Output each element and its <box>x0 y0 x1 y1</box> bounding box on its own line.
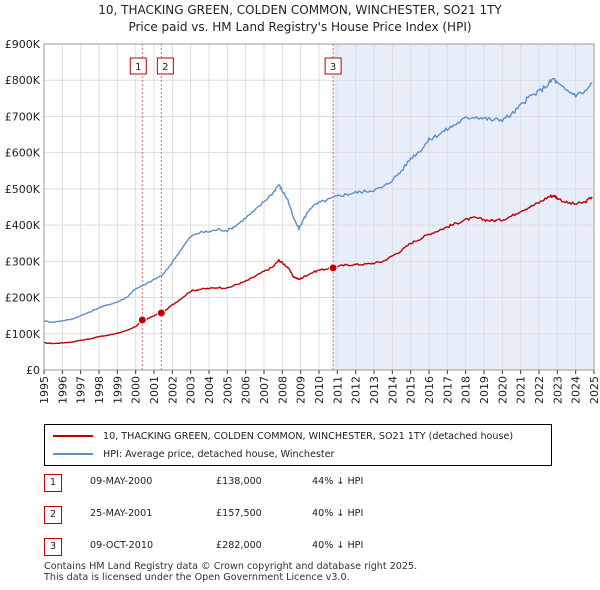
sale-number-badge: 1 <box>44 474 62 492</box>
x-tick-label: 2016 <box>423 376 436 404</box>
sale-box-label: 3 <box>330 62 336 73</box>
x-tick-label: 2020 <box>496 376 509 404</box>
sale-date: 25-MAY-2001 <box>90 508 153 519</box>
y-tick-label: £300K <box>5 255 41 268</box>
x-tick-label: 2022 <box>533 376 546 404</box>
price-chart: £0 £100K £200K £300K £400K £500K £600K £700K £80… <box>5 38 600 404</box>
sale-date: 09-OCT-2010 <box>90 540 154 551</box>
y-tick-label: £800K <box>5 74 41 87</box>
sale-box-label: 2 <box>162 62 168 73</box>
x-tick-label: 2011 <box>331 376 344 404</box>
y-tick-label: £0 <box>26 364 40 377</box>
sale-point <box>137 315 147 325</box>
forecast-band <box>592 44 594 370</box>
plot-frame <box>43 43 595 371</box>
sale-number-badge: 2 <box>44 506 62 524</box>
x-tick-label: 2006 <box>240 376 253 404</box>
legend-label-hpi: HPI: Average price, detached house, Winc… <box>103 448 335 460</box>
post-sale-band <box>333 44 594 370</box>
x-tick-label: 2025 <box>588 376 600 404</box>
x-tick-label: 2008 <box>276 376 289 404</box>
sale-row: 2 25-MAY-2001 £157,500 40% ↓ HPI <box>44 504 544 526</box>
x-tick-label: 2009 <box>295 376 308 404</box>
x-tick-label: 2019 <box>478 376 491 404</box>
sale-price: £157,500 <box>216 508 262 519</box>
sale-row: 3 09-OCT-2010 £282,000 40% ↓ HPI <box>44 536 544 558</box>
x-tick-label: 2015 <box>405 376 418 404</box>
x-tick-label: 2021 <box>515 376 528 404</box>
title-line-2: Price paid vs. HM Land Registry's House … <box>128 20 472 34</box>
x-tick-label: 1996 <box>56 376 69 404</box>
y-tick-label: £100K <box>5 328 41 341</box>
chart-title: 10, THACKING GREEN, COLDEN COMMON, WINCH… <box>0 0 600 36</box>
x-tick-label: 1997 <box>75 376 88 404</box>
x-tick-label: 2000 <box>130 376 143 404</box>
x-tick-label: 2012 <box>350 376 363 404</box>
sale-number-badge: 3 <box>44 538 62 556</box>
x-tick-label: 2007 <box>258 376 271 404</box>
y-tick-label: £500K <box>5 183 41 196</box>
series-hpi-line <box>43 77 593 324</box>
sale-date: 09-MAY-2000 <box>90 476 153 487</box>
sale-hpi-diff: 44% ↓ HPI <box>312 476 364 487</box>
x-tick-label: 2023 <box>551 376 564 404</box>
x-tick-label: 2005 <box>221 376 234 404</box>
y-tick-label: £700K <box>5 110 41 123</box>
x-tick-label: 2013 <box>368 376 381 404</box>
x-tick-label: 2010 <box>313 376 326 404</box>
sale-hpi-diff: 40% ↓ HPI <box>312 540 364 551</box>
x-tick-label: 2014 <box>386 376 399 404</box>
legend-swatch-hpi <box>53 453 93 455</box>
x-tick-label: 2018 <box>460 376 473 404</box>
x-tick-label: 2001 <box>148 376 161 404</box>
sale-price: £138,000 <box>216 476 262 487</box>
x-tick-label: 2003 <box>185 376 198 404</box>
y-tick-label: £400K <box>5 219 41 232</box>
y-tick-label: £900K <box>5 38 41 51</box>
sale-box-label: 1 <box>135 62 141 73</box>
y-tick-label: £200K <box>5 292 41 305</box>
sale-hpi-diff: 40% ↓ HPI <box>312 508 364 519</box>
legend: 10, THACKING GREEN, COLDEN COMMON, WINCH… <box>44 424 552 466</box>
x-tick-label: 2002 <box>166 376 179 404</box>
x-tick-label: 1998 <box>93 376 106 404</box>
x-tick-label: 1995 <box>38 376 51 404</box>
sale-point <box>328 263 338 273</box>
footer: Contains HM Land Registry data © Crown c… <box>44 561 417 583</box>
footer-copyright: Contains HM Land Registry data © Crown c… <box>44 561 418 572</box>
legend-label-property: 10, THACKING GREEN, COLDEN COMMON, WINCH… <box>103 430 514 442</box>
legend-item-property: 10, THACKING GREEN, COLDEN COMMON, WINCH… <box>53 427 513 445</box>
footer-license: This data is licensed under the Open Gov… <box>44 572 350 583</box>
legend-item-hpi: HPI: Average price, detached house, Winc… <box>53 445 334 463</box>
x-tick-label: 1999 <box>111 376 124 404</box>
legend-swatch-property <box>53 435 93 437</box>
sale-row: 1 09-MAY-2000 £138,000 44% ↓ HPI <box>44 472 544 494</box>
x-tick-label: 2024 <box>570 376 583 404</box>
sale-point <box>156 308 166 318</box>
y-tick-label: £600K <box>5 147 41 160</box>
x-tick-label: 2004 <box>203 376 216 404</box>
sale-price: £282,000 <box>216 540 262 551</box>
x-tick-label: 2017 <box>441 376 454 404</box>
sale-box <box>324 57 342 75</box>
sale-box <box>156 57 174 75</box>
sale-box <box>129 57 147 75</box>
title-line-1: 10, THACKING GREEN, COLDEN COMMON, WINCH… <box>98 3 502 17</box>
